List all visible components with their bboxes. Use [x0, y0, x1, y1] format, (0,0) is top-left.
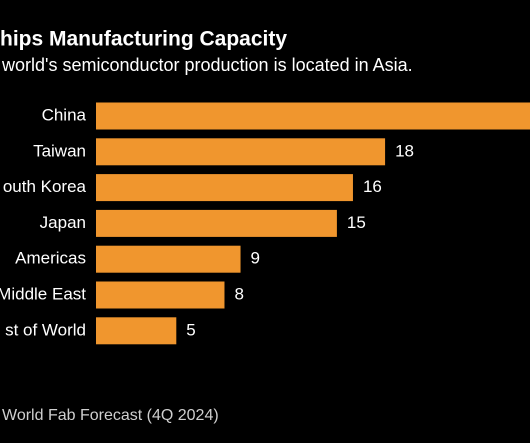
value-label: 8 — [234, 284, 243, 303]
chart-title: hips Manufacturing Capacity — [0, 28, 287, 51]
category-label: China — [42, 105, 87, 124]
category-label: Taiwan — [33, 141, 86, 160]
category-label: Americas — [15, 249, 86, 268]
bar — [96, 102, 530, 130]
bar — [96, 317, 177, 345]
bar — [96, 209, 337, 237]
bar — [96, 245, 241, 273]
category-label: Japan — [40, 213, 86, 232]
chart-subtitle: world's semiconductor production is loca… — [1, 55, 413, 75]
source-note: World Fab Forecast (4Q 2024) — [2, 407, 219, 424]
bar — [96, 138, 386, 166]
value-label: 15 — [347, 213, 366, 232]
value-label: 5 — [186, 320, 195, 339]
value-label: 18 — [395, 141, 414, 160]
value-label: 16 — [363, 177, 382, 196]
category-label: Middle East — [0, 284, 86, 303]
bar — [96, 174, 353, 202]
bar — [96, 281, 225, 309]
category-label: outh Korea — [3, 177, 87, 196]
category-label: st of World — [5, 320, 86, 339]
value-label: 9 — [251, 249, 260, 268]
